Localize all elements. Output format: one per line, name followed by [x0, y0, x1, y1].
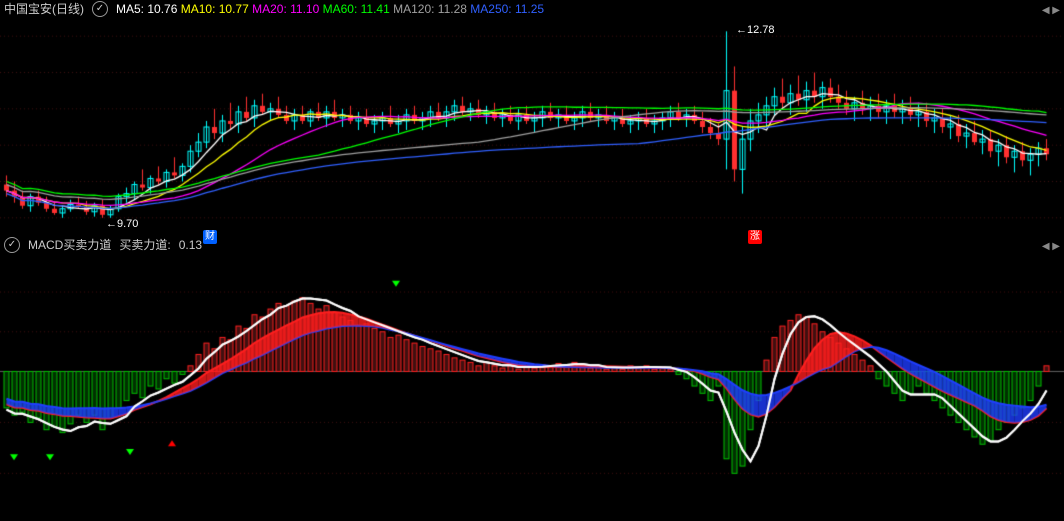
ma-legend-item: MA5: 10.76	[116, 2, 177, 16]
toggle-sub-icon[interactable]: ✓	[4, 237, 20, 253]
ma-legend-item: MA20: 11.10	[252, 2, 319, 16]
event-marker[interactable]: 涨	[748, 230, 762, 244]
stock-title: 中国宝安(日线)	[4, 0, 84, 18]
sub-value-label: 买卖力道:	[119, 236, 170, 254]
main-chart-header: 中国宝安(日线) ✓ MA5: 10.76 MA10: 10.77 MA20: …	[0, 0, 1064, 18]
sub-chart-header: ✓ MACD买卖力道 买卖力道: 0.13 ◀ ▶	[0, 236, 1064, 254]
price-chart-panel[interactable]	[0, 18, 1064, 236]
price-canvas	[0, 18, 1064, 236]
sub-indicator-name: MACD买卖力道	[28, 236, 111, 254]
toggle-indicator-icon[interactable]: ✓	[92, 1, 108, 17]
ma-legend-item: MA250: 11.25	[470, 2, 544, 16]
ma-legend: MA5: 10.76 MA10: 10.77 MA20: 11.10 MA60:…	[116, 0, 544, 18]
macd-canvas	[0, 254, 1064, 521]
ma-legend-item: MA120: 11.28	[393, 2, 467, 16]
ma-legend-item: MA10: 10.77	[181, 2, 249, 16]
ma-legend-item: MA60: 11.41	[323, 2, 390, 16]
event-marker[interactable]: 财	[203, 230, 217, 244]
sub-value: 0.13	[179, 236, 202, 254]
macd-chart-panel[interactable]	[0, 254, 1064, 521]
